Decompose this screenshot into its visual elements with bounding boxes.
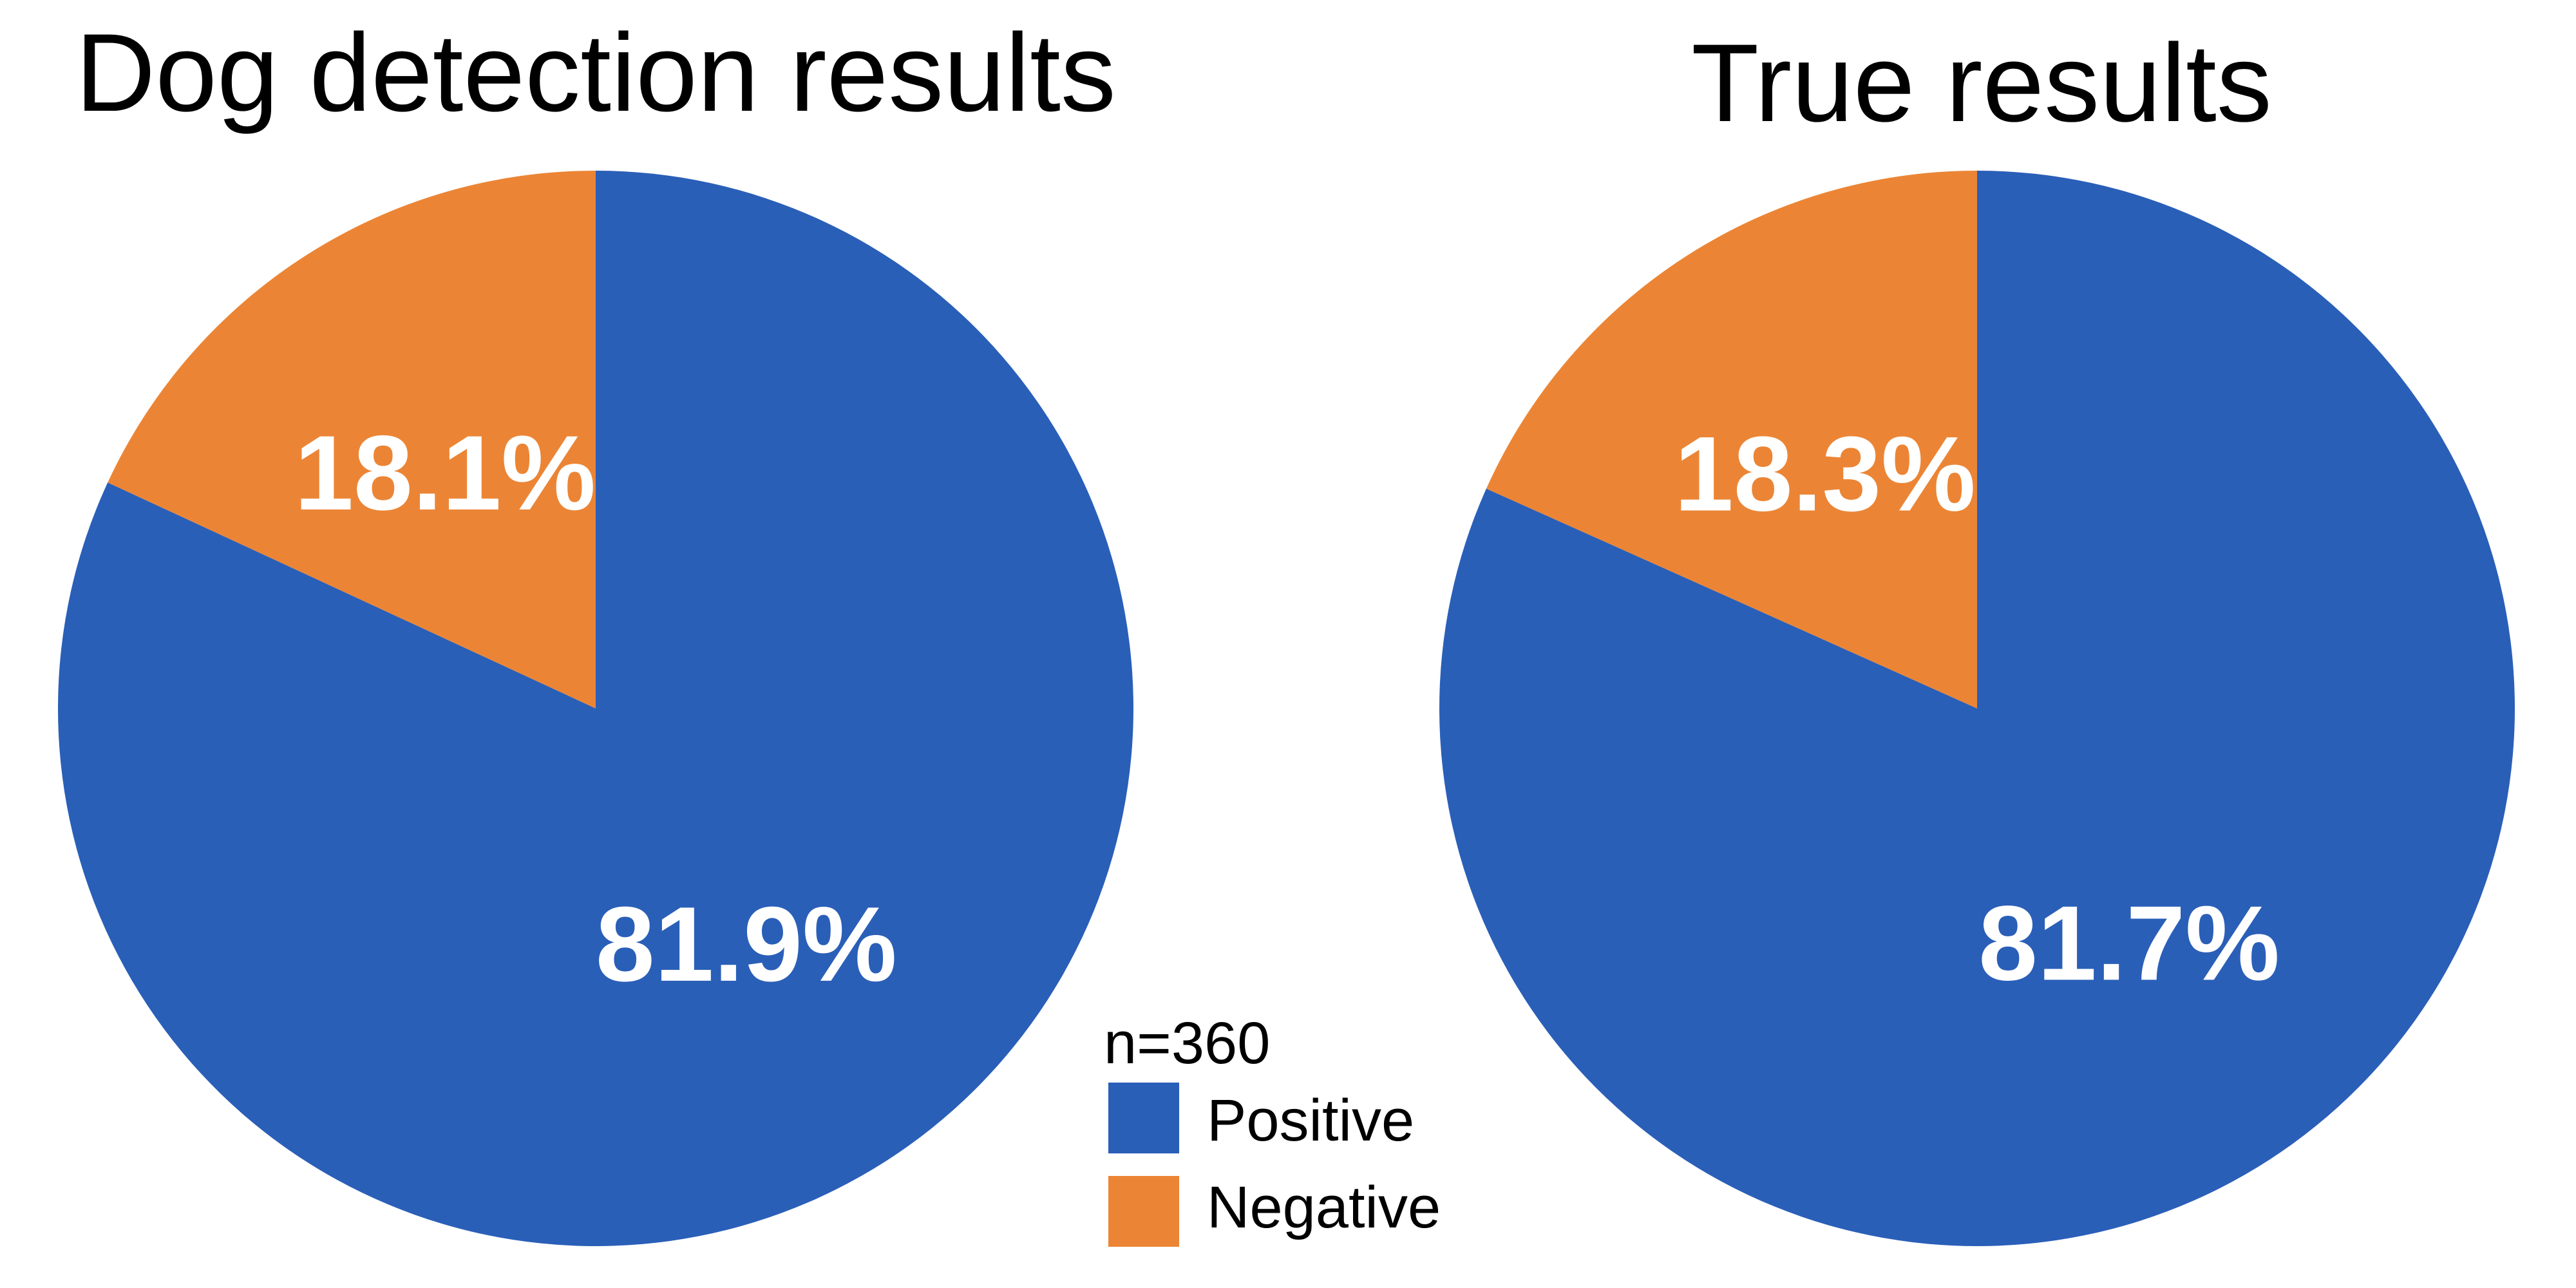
- legend: n=360 Positive Negative: [1104, 1010, 1441, 1247]
- pie-slice-negative: [108, 171, 596, 708]
- slice-label-positive: 81.7%: [1978, 884, 2280, 1002]
- chart-title: True results: [1691, 21, 2272, 145]
- slice-label-negative: 18.3%: [1674, 415, 1976, 533]
- slice-label-positive: 81.9%: [596, 885, 897, 1003]
- legend-swatch-negative: [1108, 1176, 1179, 1247]
- chart-title: Dog detection results: [75, 11, 1116, 135]
- pie-slices: 81.9% 18.1%: [57, 171, 1134, 1246]
- legend-swatch-positive: [1108, 1083, 1179, 1153]
- pie-chart-true-results: True results 81.7% 18.3%: [1439, 21, 2515, 1247]
- legend-label-negative: Negative: [1207, 1175, 1441, 1240]
- legend-title: n=360: [1104, 1010, 1270, 1076]
- pie-slice-negative: [1486, 171, 1977, 708]
- pie-slices: 81.7% 18.3%: [1439, 171, 2515, 1247]
- pie-chart-dog-detection: Dog detection results 81.9% 18.1%: [57, 11, 1134, 1246]
- legend-label-positive: Positive: [1207, 1088, 1414, 1153]
- slice-label-negative: 18.1%: [294, 413, 596, 532]
